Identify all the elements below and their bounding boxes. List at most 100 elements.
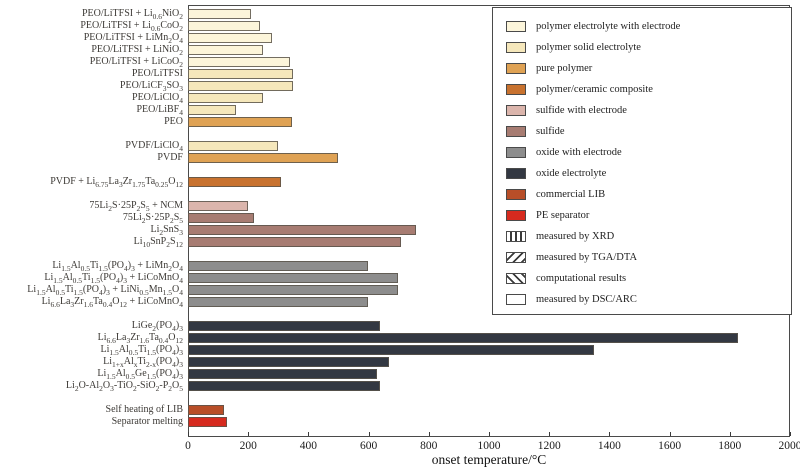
bar-track — [188, 57, 789, 67]
bar-track — [188, 21, 789, 31]
bar-row: Li1+xAlxTi2-x(PO4)3 — [0, 356, 789, 368]
bar — [188, 201, 249, 211]
x-axis-tick-labels: 0 200 400 600 800 1000 1200 1400 1600 1800 2000 — [185, 440, 800, 454]
material-label: PEO/LiTFSI — [131, 68, 183, 79]
legend-item: PE separator — [506, 205, 791, 226]
bar-row: Li1.5Al0.5Ti1.5(PO4)3 + LiCoMnO4 — [0, 272, 789, 284]
legend-label: measured by DSC/ARC — [536, 294, 637, 305]
legend-item: oxide electrolyte — [506, 163, 791, 184]
bar-row: PEO/LiCF3SO3 — [0, 80, 789, 92]
bar-track — [188, 69, 789, 79]
material-label: Li1.5Al0.5Ti1.5(PO4)3 + LiNi0.5Mn1.5O4 — [27, 284, 183, 297]
bar-track — [188, 381, 789, 391]
x-tick-label: 1200 — [537, 440, 561, 452]
material-label: Li2SnS3 — [150, 224, 183, 237]
material-label: Self heating of LIB — [105, 404, 183, 415]
pure_polymer-swatch — [506, 63, 526, 74]
legend-label: measured by TGA/DTA — [536, 252, 638, 263]
legend-label: pure polymer — [536, 63, 593, 74]
x-tick-label: 200 — [239, 440, 257, 452]
polymer_ceramic_composite-swatch — [506, 84, 526, 95]
bar-track — [188, 201, 789, 211]
dsc_arc-pattern-swatch — [506, 294, 526, 305]
x-tick-label: 1800 — [718, 440, 742, 452]
legend-item: commercial LIB — [506, 184, 791, 205]
legend-label: polymer electrolyte with electrode — [536, 21, 681, 32]
bar-row: PEO/LiBF4 — [0, 104, 789, 116]
legend-label: computational results — [536, 273, 627, 284]
bar-track — [188, 321, 789, 331]
bar-row: PEO/LiTFSI + Li0.6CoO2 — [0, 20, 789, 32]
bar — [188, 333, 738, 343]
x-tick-label: 400 — [299, 440, 318, 452]
material-label: Li6.6La3Zr1.6Ta0.4O12 + LiCoMnO4 — [41, 296, 183, 309]
bar — [188, 45, 264, 55]
x-tick-label: 800 — [420, 440, 438, 452]
bar-row: 75Li2S·25P2S5 + NCM — [0, 200, 789, 212]
material-label: Li1.5Al0.5Ti1.5(PO4)3 + LiCoMnO4 — [44, 272, 183, 285]
bar-track — [188, 81, 789, 91]
legend-item: polymer solid electrolyte — [506, 37, 791, 58]
material-label: PEO/LiTFSI + Li0.6CoO2 — [80, 20, 183, 33]
bar-track — [188, 369, 789, 379]
bar-track — [188, 177, 789, 187]
bar-row: Li2SnS3 — [0, 224, 789, 236]
xrd-pattern-swatch — [506, 231, 526, 242]
bar-row: PEO — [0, 116, 789, 128]
bar-track — [188, 261, 789, 271]
material-label: Li1+xAlxTi2-x(PO4)3 — [103, 356, 183, 369]
bar-track — [188, 33, 789, 43]
bar-track — [188, 333, 789, 343]
material-label: PVDF + Li6.75La3Zr1.75Ta0.25O12 — [50, 176, 183, 189]
bar-row: Li2O-Al2O3-TiO2-SiO2-P2O5 — [0, 380, 789, 392]
bar-row: Li6.6La3Zr1.6Ta0.4O12 — [0, 332, 789, 344]
x-tick-label: 1000 — [477, 440, 501, 452]
material-label: Separator melting — [111, 416, 183, 427]
bar — [188, 177, 282, 187]
material-label: 75Li2S·25P2S5 — [122, 212, 183, 225]
legend-label: commercial LIB — [536, 189, 606, 200]
material-label: PEO — [164, 116, 183, 127]
bar-row: LiGe2(PO4)3 — [0, 320, 789, 332]
legend-item: sulfide — [506, 121, 791, 142]
bar — [188, 273, 399, 283]
bar-row: Li10SnP2S12 — [0, 236, 789, 248]
bar — [188, 81, 294, 91]
bar-row: Li6.6La3Zr1.6Ta0.4O12 + LiCoMnO4 — [0, 296, 789, 308]
bar-row: 75Li2S·25P2S5 — [0, 212, 789, 224]
bar — [188, 285, 399, 295]
bar — [188, 357, 390, 367]
bar — [188, 93, 264, 103]
bar-row: Li1.5Al0.5Ti1.5(PO4)3 + LiNi0.5Mn1.5O4 — [0, 284, 789, 296]
x-tick-mark — [790, 432, 791, 436]
bar — [188, 213, 255, 223]
sulfide-swatch — [506, 126, 526, 137]
material-label: Li1.5Al0.5Ti1.5(PO4)3 — [100, 344, 183, 357]
bar — [188, 321, 381, 331]
bar-track — [188, 405, 789, 415]
bar-row: Li1.5Al0.5Ti1.5(PO4)3 + LiMn2O4 — [0, 260, 789, 272]
material-label: 75Li2S·25P2S5 + NCM — [89, 200, 183, 213]
material-label: Li10SnP2S12 — [133, 236, 183, 249]
bar-track — [188, 9, 789, 19]
bar-track — [188, 117, 789, 127]
legend-item: oxide with electrode — [506, 142, 791, 163]
legend-item: sulfide with electrode — [506, 100, 791, 121]
bar-track — [188, 417, 789, 427]
bar-rows: PEO/LiTFSI + Li0.6NiO2 PEO/LiTFSI + Li0.6… — [0, 8, 789, 428]
material-label: PVDF/LiClO4 — [125, 140, 183, 153]
bar-track — [188, 285, 789, 295]
x-axis-title: onset temperature/°C — [431, 452, 547, 467]
bar-row: Li1.5Al0.5Ti1.5(PO4)3 — [0, 344, 789, 356]
x-tick-label: 600 — [359, 440, 378, 452]
bar — [188, 57, 291, 67]
legend-item: computational results — [506, 268, 791, 289]
bar — [188, 69, 294, 79]
material-label: Li1.5Al0.5Ti1.5(PO4)3 + LiMn2O4 — [52, 260, 183, 273]
bar — [188, 381, 381, 391]
legend-label: polymer solid electrolyte — [536, 42, 641, 53]
sulfide_with_electrode-swatch — [506, 105, 526, 116]
bar-row: Li1.5Al0.5Ge1.5(PO4)3 — [0, 368, 789, 380]
material-label: PEO/LiTFSI + Li0.6NiO2 — [81, 8, 183, 21]
